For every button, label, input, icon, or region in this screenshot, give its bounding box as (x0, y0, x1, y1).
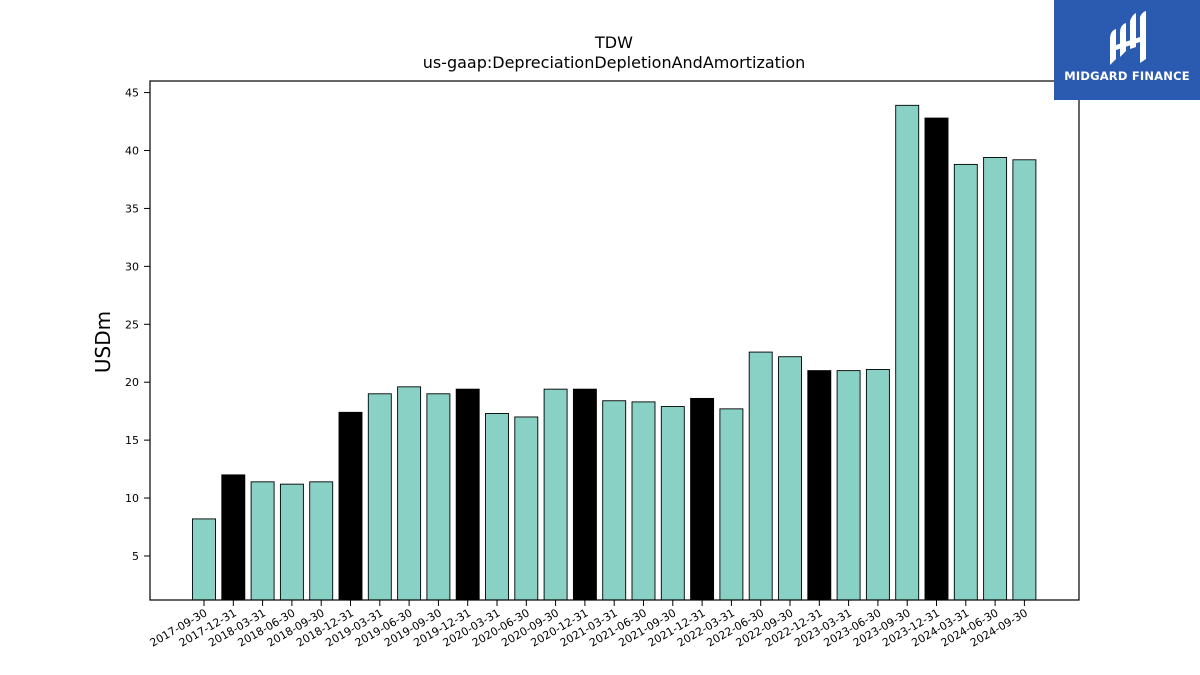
plot-frame (149, 80, 1080, 601)
bar-2022-03-31 (719, 408, 744, 601)
bar-2023-09-30 (895, 104, 920, 601)
bar-2019-12-31 (455, 388, 480, 601)
y-tick-label: 40 (125, 145, 139, 158)
y-tick-label: 20 (125, 376, 139, 389)
y-tick-label: 45 (125, 87, 139, 100)
bar-2022-12-31 (807, 370, 832, 601)
bar-2022-09-30 (778, 356, 802, 601)
y-axis-label: USDm (91, 311, 115, 373)
brand-name: MIDGARD FINANCE (1064, 69, 1190, 83)
bar-2024-03-31 (953, 163, 978, 601)
y-tick-label: 30 (125, 260, 139, 273)
bar-2017-12-31 (221, 474, 246, 601)
chart-subtitle: us-gaap:DepreciationDepletionAndAmortiza… (423, 53, 806, 72)
bar-2024-06-30 (983, 157, 1008, 601)
bar-2021-09-30 (660, 406, 685, 601)
bar-2018-03-31 (250, 481, 275, 601)
bars-group (192, 104, 1037, 601)
y-tick-label: 35 (125, 202, 139, 215)
midgard-logo-icon (1110, 11, 1146, 65)
bar-2018-12-31 (338, 411, 363, 601)
bar-2020-03-31 (485, 413, 509, 601)
y-tick-label: 25 (125, 318, 139, 331)
bar-2020-12-31 (572, 388, 597, 601)
bar-2019-09-30 (426, 393, 451, 601)
y-tick-label: 15 (125, 434, 139, 447)
bar-2018-06-30 (279, 483, 304, 601)
bar-2019-03-31 (367, 393, 392, 601)
bar-2024-09-30 (1012, 159, 1037, 601)
bar-2021-03-31 (602, 400, 627, 601)
bar-2020-09-30 (543, 388, 568, 601)
brand-logo: MIDGARD FINANCE (1054, 0, 1200, 100)
bar-2017-09-30 (192, 518, 216, 601)
bar-2019-06-30 (397, 386, 422, 601)
bar-2020-06-30 (514, 416, 539, 601)
y-tick-label: 5 (132, 550, 139, 563)
y-axis: 5 10 15 20 25 30 35 40 45 (125, 87, 150, 563)
y-tick-label: 10 (125, 492, 139, 505)
bar-2021-12-31 (690, 397, 715, 601)
chart-title: TDW (594, 33, 633, 52)
bar-2023-12-31 (924, 117, 949, 601)
x-axis: 2017-09-302017-12-312018-03-312018-06-30… (148, 600, 1030, 650)
bar-2023-06-30 (865, 369, 890, 601)
bar-2021-06-30 (631, 401, 656, 601)
bar-2023-03-31 (836, 370, 861, 601)
bar-2018-09-30 (309, 481, 334, 601)
bar-2022-06-30 (748, 351, 773, 601)
